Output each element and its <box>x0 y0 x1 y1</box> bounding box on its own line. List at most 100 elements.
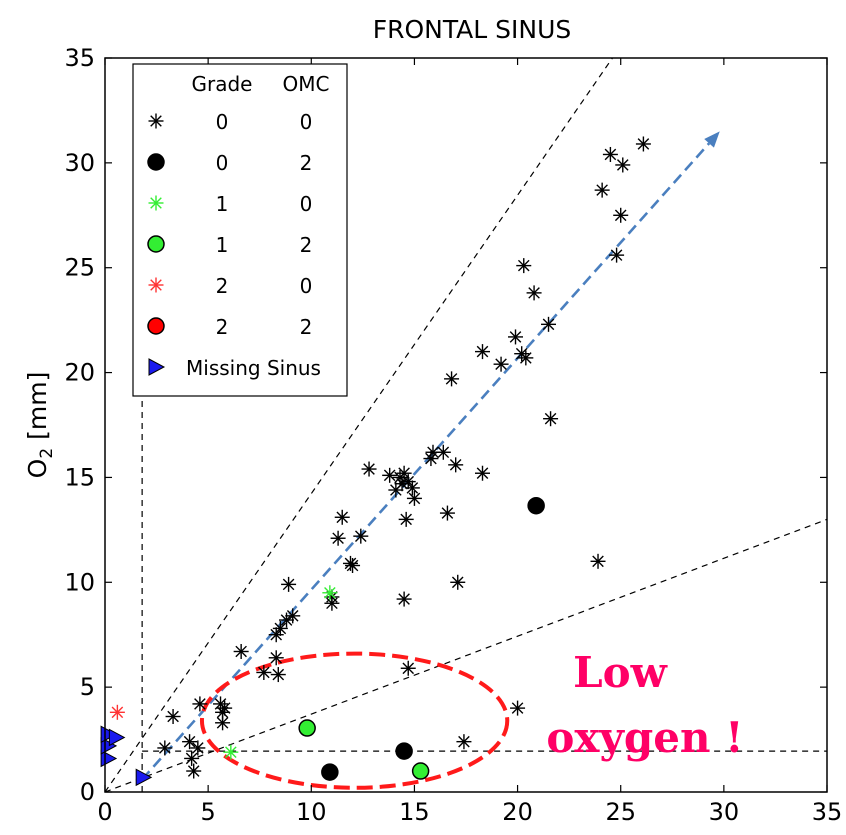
data-point <box>217 700 233 716</box>
legend-grade-value: 0 <box>216 110 229 134</box>
legend-box <box>132 63 348 397</box>
y-tick-label: 10 <box>64 568 95 596</box>
trend-arrow <box>141 131 720 781</box>
data-point <box>635 136 651 152</box>
low-oxygen-ellipse <box>199 651 510 790</box>
y-axis-label: O2 [mm] <box>23 372 57 479</box>
data-point <box>590 553 606 569</box>
data-point <box>526 285 542 301</box>
data-point <box>382 467 398 483</box>
reference-line-1 <box>105 518 827 792</box>
trend-line <box>141 142 711 781</box>
data-point <box>439 505 455 521</box>
data-point <box>404 480 420 496</box>
data-point <box>396 591 412 607</box>
data-point <box>594 182 610 198</box>
data-point <box>541 316 557 332</box>
legend-label: Missing Sinus <box>186 356 321 380</box>
y-tick-label: 30 <box>64 149 95 177</box>
plot-frame <box>104 57 828 793</box>
data-point <box>411 762 430 780</box>
data-point <box>508 329 524 345</box>
data-point <box>345 558 361 574</box>
y-tick-label: 0 <box>80 778 95 806</box>
data-point <box>395 742 413 760</box>
annotation-low: Low <box>573 648 668 697</box>
legend-marker <box>148 113 164 129</box>
legend-omc-value: 0 <box>300 274 313 298</box>
legend-omc-value: 0 <box>300 192 313 216</box>
data-point <box>233 643 249 659</box>
legend-header-omc: OMC <box>283 72 330 96</box>
data-point <box>609 247 625 263</box>
data-point <box>272 620 288 636</box>
data-point <box>223 744 239 760</box>
data-point <box>192 696 208 712</box>
trend-arrowhead <box>704 131 720 148</box>
x-tick-label: 10 <box>296 798 327 826</box>
data-point <box>602 146 618 162</box>
reference-lines <box>105 58 827 792</box>
data-point <box>527 496 545 515</box>
data-point <box>135 768 153 787</box>
data-point <box>270 667 286 683</box>
data-point <box>256 664 272 680</box>
x-tick-label: 35 <box>812 798 843 826</box>
y-tick-label: 5 <box>80 673 95 701</box>
legend-marker <box>148 195 164 211</box>
legend-omc-value: 2 <box>300 233 313 257</box>
data-point <box>334 509 350 525</box>
x-tick-label: 25 <box>605 798 636 826</box>
legend-marker <box>147 317 165 335</box>
data-point <box>456 734 472 750</box>
x-tick-label: 5 <box>201 798 216 826</box>
data-point <box>510 700 526 716</box>
data-point <box>613 207 629 223</box>
data-point <box>361 461 377 477</box>
y-tick-label: 15 <box>64 463 95 491</box>
y-tick-label: 35 <box>64 44 95 72</box>
data-point <box>516 258 532 274</box>
data-point <box>190 740 206 756</box>
data-point <box>475 465 491 481</box>
data-point <box>165 709 181 725</box>
data-point <box>518 350 534 366</box>
annotation-ellipse <box>199 651 510 790</box>
legend-omc-value: 0 <box>300 110 313 134</box>
data-point <box>423 451 439 467</box>
data-point <box>435 444 451 460</box>
legend: Grade OMC 0 0 0 2 1 0 1 2 2 0 2 2 Missing Sinus <box>132 63 348 397</box>
legend-grade-value: 0 <box>216 151 229 175</box>
y-tick-label: 20 <box>64 359 95 387</box>
data-point <box>444 371 460 387</box>
legend-grade-value: 2 <box>216 315 229 339</box>
data-point <box>281 576 297 592</box>
data-point <box>182 734 198 750</box>
legend-grade-value: 1 <box>216 233 229 257</box>
data-point <box>298 719 316 737</box>
x-tick-label: 30 <box>709 798 740 826</box>
data-point <box>268 650 284 666</box>
data-point <box>184 750 200 766</box>
legend-omc-value: 2 <box>300 315 313 339</box>
data-point <box>321 763 339 781</box>
x-tick-label: 20 <box>502 798 533 826</box>
data-point <box>330 530 346 546</box>
data-point <box>400 660 416 676</box>
data-point <box>398 511 414 527</box>
data-point <box>215 715 231 731</box>
legend-marker <box>147 235 165 253</box>
x-tick-label: 0 <box>97 798 112 826</box>
data-point <box>322 585 338 601</box>
data-point <box>109 704 125 720</box>
legend-grade-value: 2 <box>216 274 229 298</box>
legend-marker <box>148 358 166 376</box>
legend-marker <box>147 153 165 171</box>
data-point <box>448 457 464 473</box>
legend-marker <box>148 277 164 293</box>
x-tick-label: 15 <box>399 798 430 826</box>
data-point <box>285 608 301 624</box>
data-point <box>475 344 491 360</box>
